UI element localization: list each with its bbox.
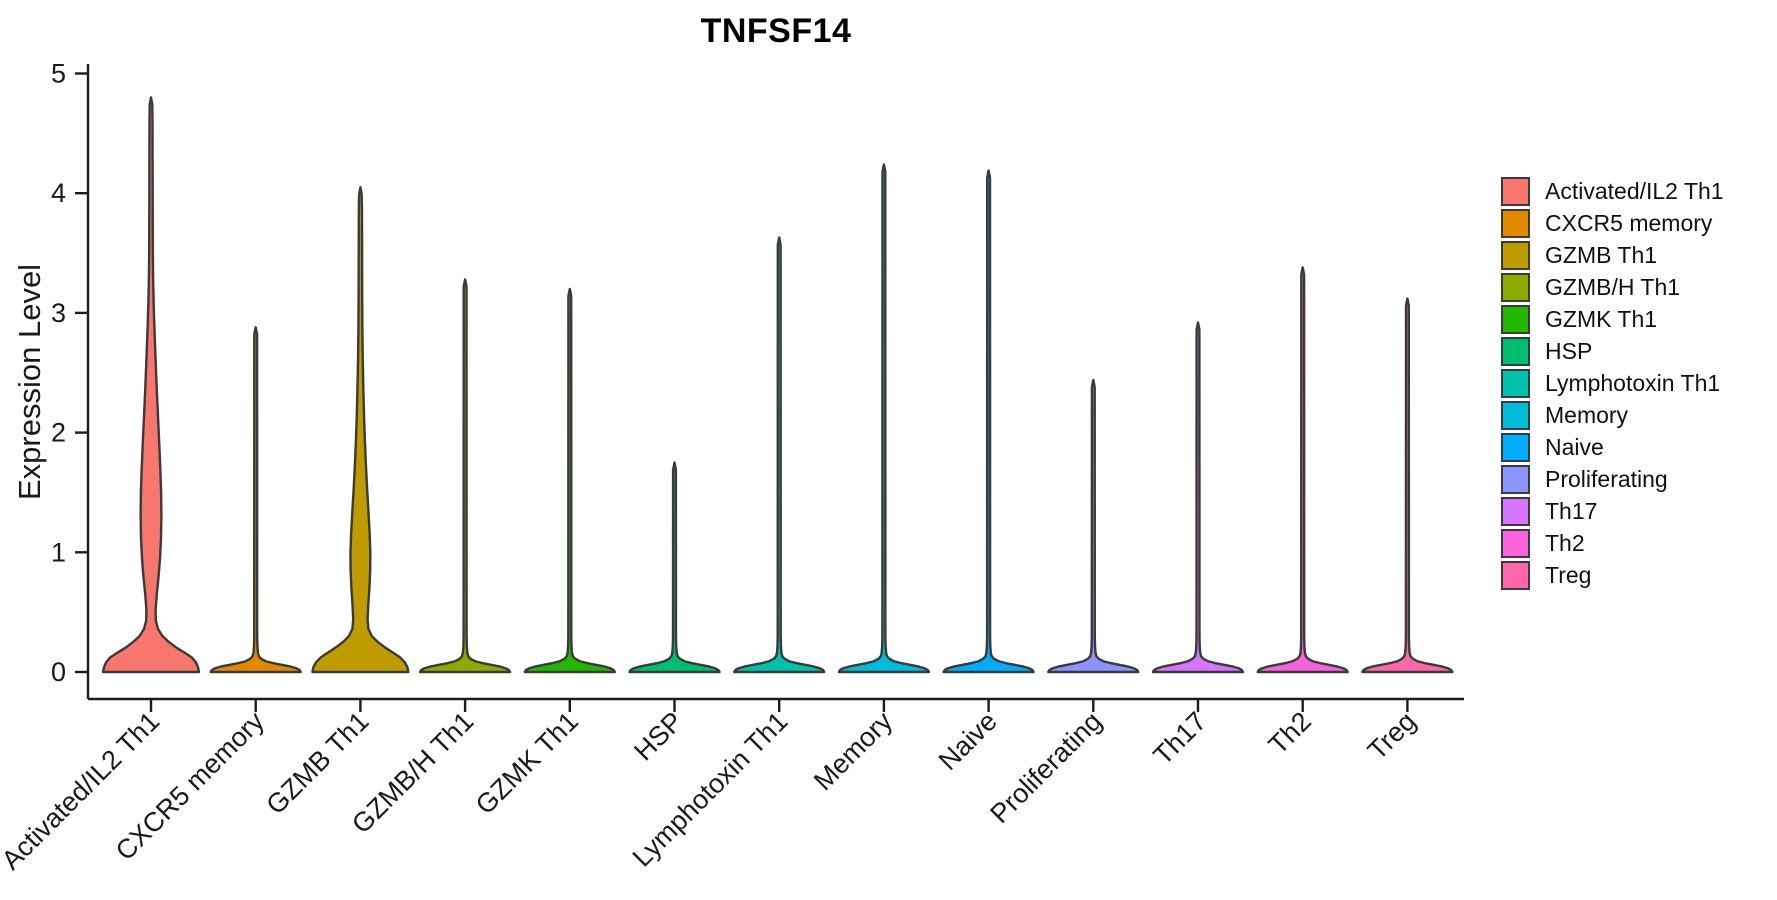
legend-swatch-naive bbox=[1501, 433, 1530, 462]
legend: Activated/IL2 Th1 CXCR5 memory GZMB Th1 GZM… bbox=[1501, 177, 1724, 590]
violin-cxcr5-memory bbox=[209, 326, 302, 674]
legend-label: Lymphotoxin Th1 bbox=[1545, 370, 1721, 396]
legend-item-gzmk-th1: GZMK Th1 bbox=[1501, 305, 1724, 334]
violin-activated-il2-th1 bbox=[101, 96, 201, 674]
x-tick-label-gzmk-th1: GZMK Th1 bbox=[470, 706, 584, 820]
legend-swatch-gzmk-th1 bbox=[1501, 305, 1530, 334]
violin-gzmb-h-th1 bbox=[418, 278, 512, 674]
x-tick-label-treg: Treg bbox=[1362, 706, 1422, 766]
legend-swatch-memory bbox=[1501, 401, 1530, 430]
legend-item-gzmb-th1: GZMB Th1 bbox=[1501, 241, 1724, 270]
legend-label: GZMK Th1 bbox=[1545, 306, 1658, 332]
violin-naive bbox=[942, 169, 1035, 674]
violin-th2 bbox=[1256, 266, 1349, 674]
legend-swatch-treg bbox=[1501, 561, 1530, 590]
violin-gzmk-th1 bbox=[523, 287, 616, 674]
x-tick-label-naive: Naive bbox=[933, 706, 1003, 776]
y-tick-label-5: 5 bbox=[51, 59, 66, 89]
x-tick-label-gzmb-th1: GZMB Th1 bbox=[260, 706, 374, 820]
legend-label: Proliferating bbox=[1545, 466, 1668, 492]
legend-item-treg: Treg bbox=[1501, 561, 1724, 590]
legend-label: Th2 bbox=[1545, 530, 1585, 556]
y-tick-label-4: 4 bbox=[51, 178, 66, 208]
legend-item-memory: Memory bbox=[1501, 401, 1724, 430]
legend-item-proliferating: Proliferating bbox=[1501, 465, 1724, 494]
legend-label: GZMB Th1 bbox=[1545, 242, 1658, 268]
legend-swatch-proliferating bbox=[1501, 465, 1530, 494]
violin-th17 bbox=[1151, 321, 1245, 674]
violin-hsp bbox=[628, 461, 721, 674]
legend-item-gzmb-h-th1: GZMB/H Th1 bbox=[1501, 273, 1724, 302]
violin-treg bbox=[1361, 297, 1454, 674]
y-tick-label-2: 2 bbox=[51, 418, 66, 448]
legend-swatch-th2 bbox=[1501, 529, 1530, 558]
legend-swatch-gzmb-th1 bbox=[1501, 241, 1530, 270]
legend-label: Naive bbox=[1545, 434, 1604, 460]
y-tick-label-1: 1 bbox=[51, 537, 66, 567]
y-tick-label-0: 0 bbox=[51, 657, 66, 687]
violin-memory bbox=[837, 163, 931, 674]
chart-title: TNFSF14 bbox=[700, 12, 852, 50]
legend-label: GZMB/H Th1 bbox=[1545, 274, 1681, 300]
legend-swatch-lymphotoxin-th1 bbox=[1501, 369, 1530, 398]
legend-swatch-hsp bbox=[1501, 337, 1530, 366]
legend-swatch-gzmb-h-th1 bbox=[1501, 273, 1530, 302]
legend-label: Memory bbox=[1545, 402, 1629, 428]
legend-label: CXCR5 memory bbox=[1545, 210, 1713, 236]
violin-proliferating bbox=[1047, 378, 1140, 674]
legend-item-naive: Naive bbox=[1501, 433, 1724, 462]
x-tick-label-th17: Th17 bbox=[1148, 706, 1213, 771]
x-tick-label-proliferating: Proliferating bbox=[984, 706, 1107, 829]
legend-item-hsp: HSP bbox=[1501, 337, 1724, 366]
x-tick-label-th2: Th2 bbox=[1263, 706, 1317, 760]
violin-lymphotoxin-th1 bbox=[733, 236, 826, 674]
legend-item-th17: Th17 bbox=[1501, 497, 1724, 526]
legend-label: HSP bbox=[1545, 338, 1593, 364]
y-tick-label-3: 3 bbox=[51, 298, 66, 328]
legend-item-cxcr5-memory: CXCR5 memory bbox=[1501, 209, 1724, 238]
legend-swatch-activated-il2-th1 bbox=[1501, 177, 1530, 206]
legend-item-lymphotoxin-th1: Lymphotoxin Th1 bbox=[1501, 369, 1724, 398]
violin-gzmb-th1 bbox=[311, 186, 410, 674]
legend-item-activated-il2-th1: Activated/IL2 Th1 bbox=[1501, 177, 1724, 206]
legend-item-th2: Th2 bbox=[1501, 529, 1724, 558]
legend-label: Treg bbox=[1545, 562, 1592, 588]
x-tick-label-memory: Memory bbox=[808, 706, 899, 797]
x-tick-label-hsp: HSP bbox=[628, 706, 688, 766]
legend-label: Activated/IL2 Th1 bbox=[1545, 178, 1724, 204]
legend-label: Th17 bbox=[1545, 498, 1598, 524]
legend-swatch-cxcr5-memory bbox=[1501, 209, 1530, 238]
legend-swatch-th17 bbox=[1501, 497, 1530, 526]
